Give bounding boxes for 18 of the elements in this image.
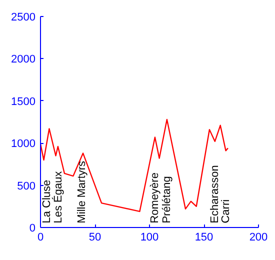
x-tick-label: 150 [194, 232, 214, 244]
y-tick-label: 2500 [11, 12, 36, 24]
y-tick-label: 500 [17, 180, 36, 192]
x-tick-label: 100 [140, 232, 159, 244]
y-tick-label: 0 [29, 222, 36, 234]
y-tick-label: 1000 [11, 138, 36, 150]
annotation: Les Égaux [51, 170, 64, 224]
x-tick-label: 200 [249, 232, 268, 244]
annotation: Romeyère [148, 172, 161, 224]
annotation: Mille Martyrs [76, 160, 88, 224]
y-tick-label: 2000 [11, 54, 36, 66]
y-tick-label: 1500 [11, 96, 36, 108]
annotation: Carri [220, 199, 232, 224]
annotation: Echarasson [208, 165, 221, 224]
annotation: Prélétang [160, 176, 173, 224]
x-tick-label: 0 [37, 232, 44, 244]
annotation: La Cluse [41, 180, 54, 224]
x-tick-label: 50 [88, 232, 102, 244]
